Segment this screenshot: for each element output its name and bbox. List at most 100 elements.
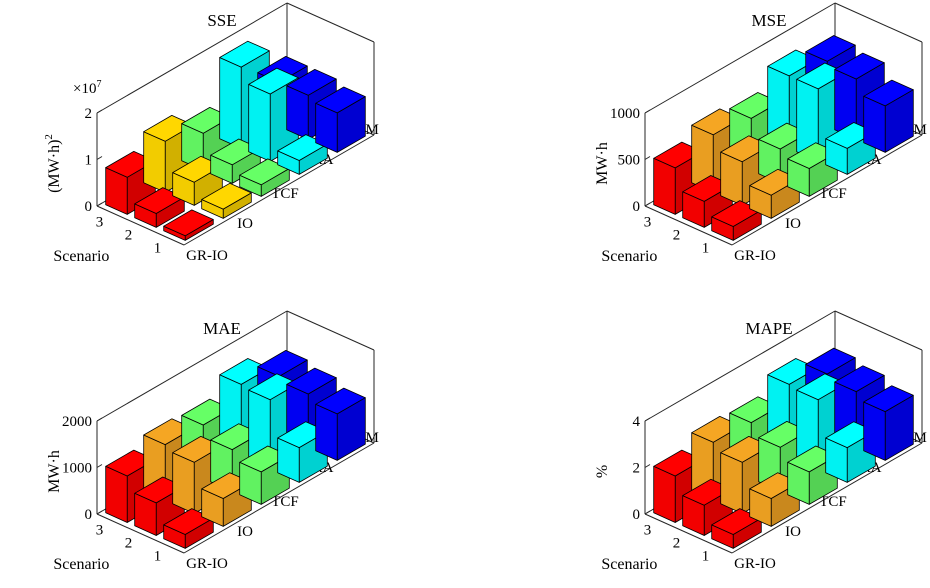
scenario-tick-label: 2 (673, 228, 681, 244)
axis-line (834, 2, 923, 43)
bar-top-face (134, 187, 185, 214)
axis-line (183, 134, 375, 246)
axis-line (96, 205, 185, 246)
bar-side-face (143, 131, 166, 193)
method-tick-label: TCF (271, 186, 299, 202)
bar-top-face (248, 67, 299, 95)
bar-top-face (163, 508, 214, 535)
bar-top-face (219, 40, 270, 68)
z-tick-label: 1000 (62, 461, 92, 477)
scenario-tick-label: 3 (96, 215, 104, 231)
z-tick (644, 464, 651, 468)
scenario-tick-label: 1 (702, 549, 710, 565)
z-axis-label-exponent: 2 (43, 134, 55, 140)
axis-line (731, 134, 923, 246)
scenario-tick-label: 3 (644, 523, 652, 539)
method-tick-label: GR-IO (186, 556, 228, 572)
z-tick (96, 510, 103, 515)
z-axis-label-text: MW·h (594, 142, 611, 185)
bar-top-face (805, 347, 856, 375)
scenario-axis-label: Scenario (53, 556, 109, 573)
scenario-tick-label: 1 (702, 241, 710, 257)
bar-top-face (834, 365, 885, 393)
bar (863, 79, 914, 153)
z-tick (644, 156, 651, 160)
axis-line (731, 442, 923, 554)
bar (239, 158, 290, 197)
bar-side-face (720, 452, 743, 514)
method-tick-label: GR-IO (734, 556, 776, 572)
bar-top-face (239, 158, 290, 186)
z-axis-label: (MW·h)2 (43, 134, 63, 193)
z-tick (644, 109, 651, 114)
scenario-axis-label: Scenario (53, 248, 109, 265)
bar-side-face (248, 84, 271, 162)
bar-top-face (277, 134, 328, 161)
z-tick-label: 0 (633, 199, 641, 215)
bar (201, 182, 252, 219)
z-tick-label: 0 (633, 507, 641, 523)
bar-side-face (219, 57, 242, 149)
z-axis-label-text: MW·h (46, 450, 63, 493)
z-tick-label: 0 (85, 199, 93, 215)
axis-line (286, 310, 375, 351)
bar (749, 472, 800, 527)
z-tick (96, 417, 103, 422)
z-tick (96, 202, 103, 207)
bar-top-face (805, 35, 856, 62)
bar-top-face (257, 349, 308, 377)
axis-line (644, 513, 733, 554)
z-tick (96, 464, 103, 468)
method-tick-label: GR-IO (186, 248, 228, 264)
method-tick-label: TCF (271, 494, 299, 510)
scenario-tick-label: 2 (673, 536, 681, 552)
scenario-tick-label: 2 (125, 228, 133, 244)
bar (163, 508, 214, 549)
z-tick-label: 4 (633, 414, 641, 430)
bar-top-face (315, 387, 366, 415)
bar (711, 200, 762, 241)
axis-line (286, 2, 375, 43)
bar (277, 134, 328, 175)
z-tick-label: 1000 (610, 106, 640, 122)
bar-top-face (711, 200, 762, 227)
bar-top-face (711, 508, 762, 535)
chart-title: MSE (752, 11, 787, 30)
chart-title: MAE (203, 319, 241, 338)
axis-line (96, 2, 288, 114)
chart-panel-sse: 012(MW·h)2×107SSE123ScenarioGR-IOIOTCFRA… (43, 2, 379, 265)
method-tick-label: IO (237, 524, 253, 540)
method-tick-label: TCF (819, 494, 847, 510)
scenario-tick-label: 1 (154, 549, 162, 565)
axis-line (834, 310, 923, 351)
bar-top-face (201, 182, 252, 210)
method-tick-label: TCF (819, 186, 847, 202)
bar (163, 209, 214, 241)
axis-line (183, 442, 375, 554)
z-tick (96, 156, 103, 160)
axis-line (96, 310, 288, 422)
bar (315, 86, 366, 153)
z-tick (644, 202, 651, 207)
method-tick-label: IO (785, 216, 801, 232)
bar (787, 445, 838, 505)
axis-line (96, 513, 185, 554)
z-tick-label: 1 (85, 153, 93, 169)
z-tick-label: 2000 (62, 414, 92, 430)
scenario-tick-label: 3 (644, 215, 652, 231)
chart-panel-mse: 05001000MW·hMSE123ScenarioGR-IOIOTCFRAEL… (594, 2, 927, 265)
z-tick (644, 417, 651, 422)
scenario-axis-label: Scenario (601, 248, 657, 265)
z-tick-label: 500 (618, 153, 641, 169)
bar (134, 187, 185, 228)
bar (863, 385, 914, 461)
z-tick-label: 2 (85, 106, 93, 122)
z-multiplier: ×107 (73, 79, 101, 97)
bar (315, 387, 366, 461)
bar-side-face (172, 452, 195, 514)
z-multiplier-exponent: 7 (96, 79, 101, 90)
bar-top-face (286, 367, 337, 395)
z-tick-label: 2 (633, 461, 641, 477)
